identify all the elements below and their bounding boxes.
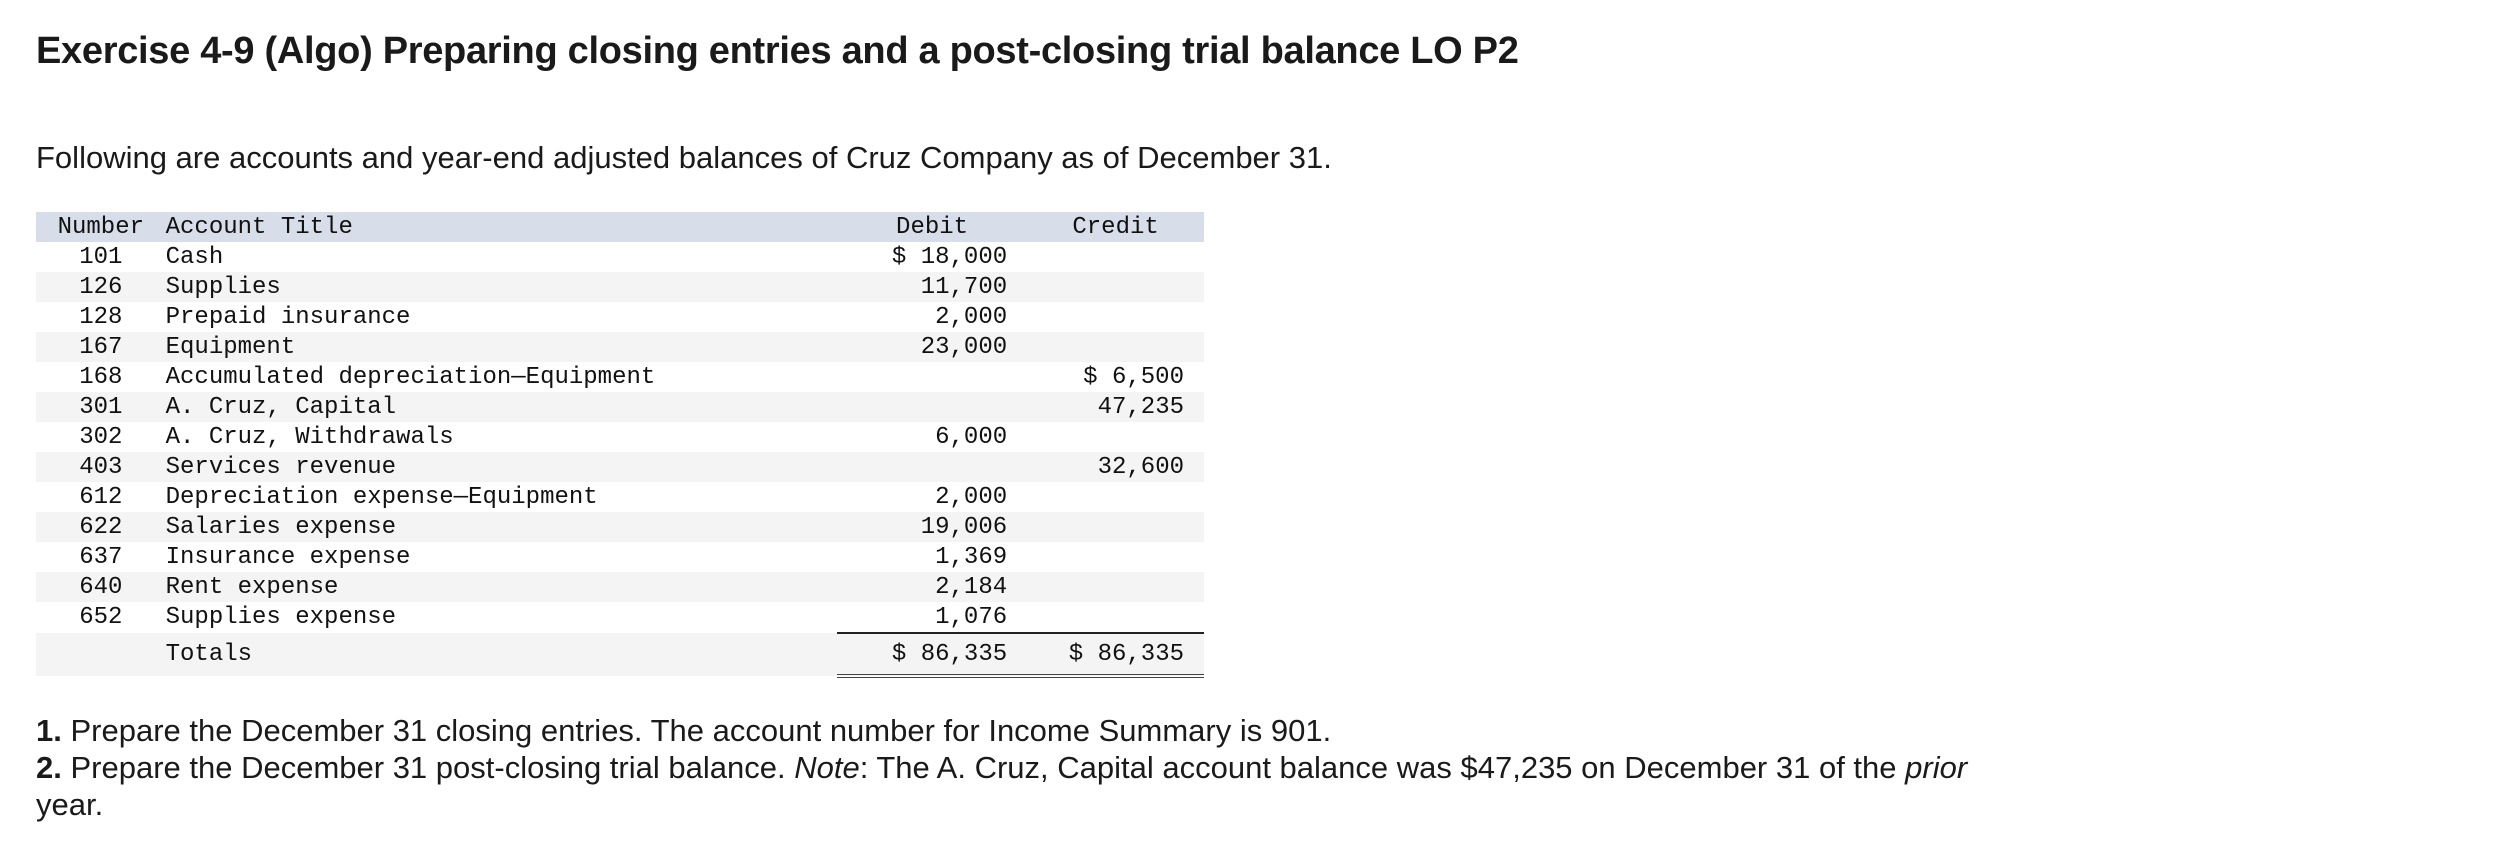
table-row: 101 Cash $ 18,000 [36, 242, 1204, 272]
debit-amount [836, 452, 1028, 482]
credit-amount [1027, 272, 1204, 302]
account-number: 302 [36, 422, 166, 452]
table-row: 622 Salaries expense 19,006 [36, 512, 1204, 542]
table-row: 301 A. Cruz, Capital 47,235 [36, 392, 1204, 422]
account-title: Insurance expense [165, 542, 837, 572]
table-row: 637 Insurance expense 1,369 [36, 542, 1204, 572]
account-number: 167 [36, 332, 166, 362]
debit-amount: 1,369 [836, 542, 1028, 572]
totals-number-blank [36, 633, 166, 676]
account-title: Accumulated depreciation—Equipment [165, 362, 837, 392]
account-number: 301 [36, 392, 166, 422]
debit-amount: 2,184 [836, 572, 1028, 602]
account-number: 126 [36, 272, 166, 302]
instruction-2-text-b: : The A. Cruz, Capital account balance w… [859, 750, 1906, 785]
credit-amount [1027, 242, 1204, 272]
instruction-1-number: 1. [36, 713, 62, 748]
credit-amount [1027, 572, 1204, 602]
debit-amount: 19,006 [836, 512, 1028, 542]
table-row: 168 Accumulated depreciation—Equipment $… [36, 362, 1204, 392]
debit-amount: 6,000 [836, 422, 1028, 452]
debit-amount: $ 18,000 [836, 242, 1028, 272]
instructions: 1. Prepare the December 31 closing entri… [36, 712, 1976, 823]
account-number: 101 [36, 242, 166, 272]
table-header-row: Number Account Title Debit Credit [36, 212, 1204, 242]
debit-amount: 2,000 [836, 482, 1028, 512]
totals-row: Totals $ 86,335 $ 86,335 [36, 633, 1204, 678]
credit-amount [1027, 482, 1204, 512]
totals-label: Totals [165, 633, 837, 676]
total-credit: $ 86,335 [1027, 633, 1204, 678]
total-debit: $ 86,335 [836, 633, 1028, 678]
instruction-2-text-c: year. [36, 787, 104, 822]
account-title: A. Cruz, Capital [165, 392, 837, 422]
credit-amount [1027, 542, 1204, 572]
credit-amount [1027, 602, 1204, 634]
debit-amount: 1,076 [836, 602, 1028, 634]
header-account-title: Account Title [165, 212, 837, 242]
debit-amount [836, 392, 1028, 422]
credit-amount [1027, 422, 1204, 452]
table-row: 612 Depreciation expense—Equipment 2,000 [36, 482, 1204, 512]
instruction-2-text-a: Prepare the December 31 post-closing tri… [61, 750, 795, 785]
credit-amount [1027, 302, 1204, 332]
account-title: Rent expense [165, 572, 837, 602]
account-number: 128 [36, 302, 166, 332]
instruction-2-prior: prior [1905, 750, 1968, 785]
header-credit: Credit [1027, 212, 1204, 242]
instruction-2-note: Note [794, 750, 860, 785]
credit-amount: 47,235 [1027, 392, 1204, 422]
debit-amount: 23,000 [836, 332, 1028, 362]
intro-text: Following are accounts and year-end adju… [36, 140, 1332, 175]
credit-amount: $ 6,500 [1027, 362, 1204, 392]
account-title: Cash [165, 242, 837, 272]
debit-amount: 2,000 [836, 302, 1028, 332]
account-title: Equipment [165, 332, 837, 362]
instruction-2-number: 2. [36, 750, 62, 785]
account-title: Supplies expense [165, 602, 837, 633]
account-title: Salaries expense [165, 512, 837, 542]
adjusted-balances-table: Number Account Title Debit Credit 101 Ca… [36, 212, 1204, 678]
table-row: 403 Services revenue 32,600 [36, 452, 1204, 482]
account-title: Depreciation expense—Equipment [165, 482, 837, 512]
exercise-title: Exercise 4-9 (Algo) Preparing closing en… [36, 30, 1519, 72]
instruction-item-1: 1. Prepare the December 31 closing entri… [36, 712, 1976, 749]
table-row: 128 Prepaid insurance 2,000 [36, 302, 1204, 332]
account-number: 640 [36, 572, 166, 602]
table-row: 640 Rent expense 2,184 [36, 572, 1204, 602]
credit-amount [1027, 332, 1204, 362]
account-number: 652 [36, 602, 166, 633]
account-title: Prepaid insurance [165, 302, 837, 332]
account-title: Services revenue [165, 452, 837, 482]
header-number: Number [36, 212, 166, 242]
account-number: 403 [36, 452, 166, 482]
account-number: 637 [36, 542, 166, 572]
account-number: 168 [36, 362, 166, 392]
credit-amount: 32,600 [1027, 452, 1204, 482]
table-row: 302 A. Cruz, Withdrawals 6,000 [36, 422, 1204, 452]
account-title: Supplies [165, 272, 837, 302]
table-row: 126 Supplies 11,700 [36, 272, 1204, 302]
debit-amount: 11,700 [836, 272, 1028, 302]
account-number: 622 [36, 512, 166, 542]
table-row: 167 Equipment 23,000 [36, 332, 1204, 362]
debit-amount [836, 362, 1028, 392]
instruction-1-text: Prepare the December 31 closing entries.… [61, 713, 1332, 748]
header-debit: Debit [836, 212, 1028, 242]
table-row: 652 Supplies expense 1,076 [36, 602, 1204, 634]
instruction-item-2: 2. Prepare the December 31 post-closing … [36, 749, 1976, 823]
credit-amount [1027, 512, 1204, 542]
account-title: A. Cruz, Withdrawals [165, 422, 837, 452]
account-number: 612 [36, 482, 166, 512]
